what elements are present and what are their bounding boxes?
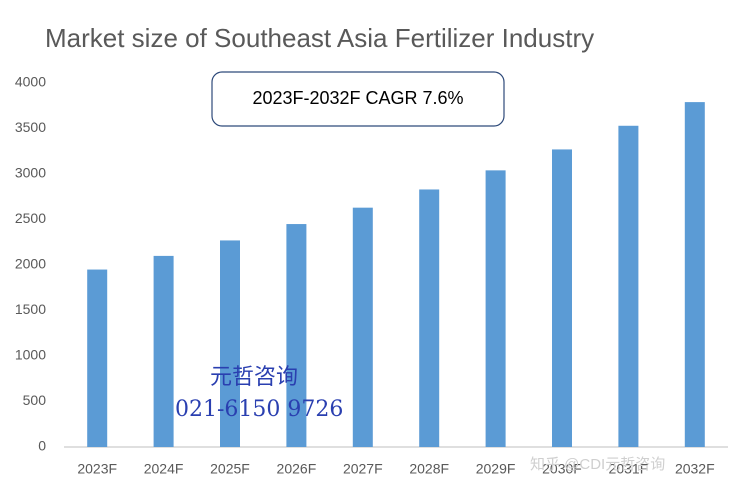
- y-tick-label: 2500: [15, 210, 46, 226]
- bar: [618, 125, 639, 448]
- bar: [286, 224, 307, 447]
- bar: [352, 207, 373, 447]
- bar: [684, 102, 705, 448]
- y-tick-label: 1000: [15, 347, 46, 363]
- watermark: 元哲咨询: [210, 365, 298, 390]
- y-tick-label: 500: [23, 392, 47, 408]
- x-tick-label: 2025F: [210, 461, 250, 477]
- cagr-annotation: 2023F-2032F CAGR 7.6%: [252, 88, 463, 108]
- chart-title: Market size of Southeast Asia Fertilizer…: [45, 23, 594, 53]
- y-tick-label: 3500: [15, 119, 46, 135]
- x-tick-label: 2023F: [77, 461, 117, 477]
- y-tick-label: 0: [38, 438, 46, 454]
- y-tick-label: 2000: [15, 256, 46, 272]
- x-tick-label: 2024F: [144, 461, 184, 477]
- bar: [87, 269, 108, 447]
- bar: [552, 149, 572, 447]
- bar: [220, 240, 240, 447]
- bar: [485, 170, 506, 448]
- y-tick-label: 1500: [15, 301, 46, 317]
- bar: [153, 255, 174, 447]
- bar: [419, 189, 440, 447]
- watermark: 021-6150 9726: [175, 397, 343, 422]
- x-tick-label: 2029F: [476, 461, 516, 477]
- y-tick-label: 3000: [15, 165, 46, 181]
- x-tick-label: 2026F: [277, 461, 317, 477]
- annotation-box: [211, 71, 505, 127]
- x-tick-label: 2031F: [609, 461, 649, 477]
- x-tick-label: 2032F: [675, 461, 715, 477]
- y-tick-label: 4000: [15, 74, 46, 90]
- x-tick-label: 2027F: [343, 461, 383, 477]
- x-tick-label: 2030F: [542, 461, 582, 477]
- watermark: 知乎 @CDI元哲咨询: [530, 456, 665, 473]
- x-tick-label: 2028F: [409, 461, 449, 477]
